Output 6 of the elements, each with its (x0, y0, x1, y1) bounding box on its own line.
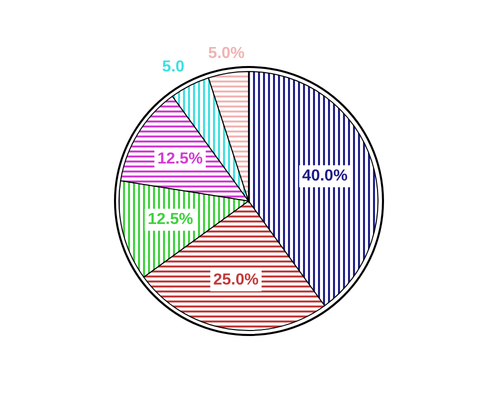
data-label: 5.0 (162, 58, 185, 76)
data-label: 40.0% (302, 168, 348, 185)
data-label: 12.5% (157, 150, 203, 168)
data-label: 5.0% (208, 44, 245, 62)
data-label: 12.5% (148, 211, 194, 228)
data-label: 25.0% (213, 272, 259, 289)
